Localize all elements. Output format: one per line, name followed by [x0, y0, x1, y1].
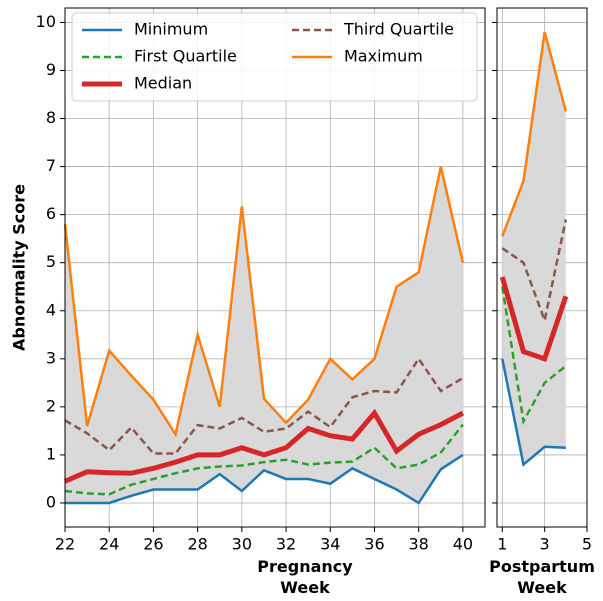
- series-line: [501, 358, 566, 467]
- legend-label: First Quartile: [134, 47, 237, 66]
- y-tick-label: 7: [46, 156, 56, 175]
- legend-label: Minimum: [134, 20, 208, 39]
- y-tick-label: 9: [46, 60, 56, 79]
- legend-box: [71, 12, 478, 102]
- x-tick-label: 30: [232, 535, 252, 554]
- x-tick-label: 34: [320, 535, 340, 554]
- x-tick-label: 38: [409, 535, 429, 554]
- range-band: [502, 32, 566, 465]
- series-line: [64, 356, 464, 455]
- x-tick-label: 28: [187, 535, 207, 554]
- plot-frame: [64, 7, 486, 528]
- x-tick-label: 40: [453, 535, 473, 554]
- legend-label: Third Quartile: [343, 20, 454, 39]
- y-tick-label: 4: [46, 300, 56, 319]
- series-line: [501, 286, 567, 426]
- y-tick-label: 6: [46, 204, 56, 223]
- x-tick-label: 26: [143, 535, 163, 554]
- legend-label: Median: [134, 74, 192, 93]
- y-tick-label: 2: [46, 396, 56, 415]
- y-tick-label: 5: [46, 252, 56, 271]
- x-tick-label: 22: [55, 535, 75, 554]
- x-tick-label: 1: [497, 535, 507, 554]
- series-line: [501, 219, 568, 325]
- y-tick-label: 0: [46, 492, 56, 511]
- x-axis-label: Postpartum Week: [489, 557, 595, 597]
- x-axis-label: Pregnancy Week: [257, 557, 353, 597]
- x-tick-label: 3: [540, 535, 550, 554]
- legend-label: Maximum: [344, 47, 423, 66]
- series-line: [499, 276, 569, 362]
- plot-frame: [496, 7, 588, 528]
- series-line: [63, 166, 465, 438]
- x-tick-label: 24: [99, 535, 119, 554]
- x-tick-label: 5: [582, 535, 592, 554]
- series-line: [64, 423, 464, 496]
- y-axis-label: Abnormality Score: [10, 184, 29, 351]
- series-line: [501, 31, 568, 237]
- y-tick-label: 10: [36, 12, 56, 31]
- y-tick-label: 1: [46, 444, 56, 463]
- y-tick-label: 3: [46, 348, 56, 367]
- series-line: [65, 453, 464, 505]
- x-tick-label: 32: [276, 535, 296, 554]
- x-tick-label: 36: [364, 535, 384, 554]
- y-tick-label: 8: [46, 108, 56, 127]
- series-line: [64, 408, 465, 484]
